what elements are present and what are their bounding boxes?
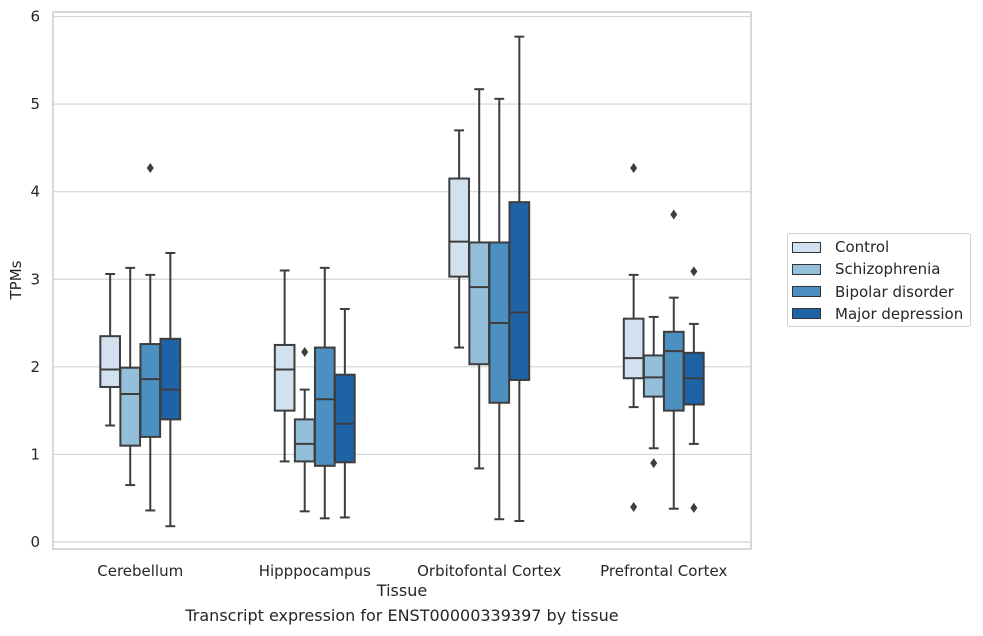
box-iqr [119, 366, 142, 447]
y-tick-label: 3 [30, 270, 40, 288]
box [139, 163, 162, 512]
box-iqr [508, 201, 531, 381]
legend-label: Control [835, 238, 890, 256]
x-tick-label: Orbitofontal Cortex [417, 562, 561, 580]
y-tick-label: 2 [30, 358, 40, 376]
outlier-point [650, 458, 658, 469]
legend-item: Bipolar disorder [792, 282, 954, 302]
box-iqr [448, 177, 470, 278]
box [159, 251, 182, 528]
outlier-point [301, 346, 309, 357]
legend: Control Schizophrenia Bipolar disorder Majo… [787, 233, 971, 327]
box-iqr [139, 343, 162, 438]
box [99, 272, 121, 427]
legend-item: Control [792, 237, 889, 257]
box [119, 266, 142, 487]
y-tick-label: 1 [30, 445, 40, 463]
y-tick-label: 5 [30, 95, 40, 113]
legend-swatch [792, 241, 821, 253]
box [273, 269, 296, 463]
y-tick-label: 0 [30, 533, 40, 551]
chart-caption: Transcript expression for ENST0000033939… [185, 606, 619, 625]
legend-swatch [792, 286, 821, 298]
box-iqr [273, 343, 296, 412]
box [508, 35, 531, 522]
legend-item: Major depression [792, 304, 963, 324]
box-iqr [642, 354, 665, 398]
box [683, 266, 705, 513]
y-axis-tick-labels: 0 1 2 3 4 5 6 [30, 8, 40, 552]
box [313, 266, 336, 520]
y-tick-label: 6 [30, 8, 40, 26]
box [448, 129, 470, 349]
outlier-point [630, 501, 638, 512]
box-iqr [662, 330, 685, 412]
outlier-point [670, 209, 678, 220]
box [662, 209, 685, 510]
box [468, 88, 491, 470]
plot-area-frame [52, 11, 752, 550]
boxes-layer [99, 35, 705, 528]
x-axis-tick-labels: Cerebellum Hipppocampus Orbitofontal Corte… [97, 562, 727, 580]
y-axis-label: TPMs [7, 260, 25, 300]
box [622, 163, 645, 512]
box-iqr [313, 346, 336, 467]
box-iqr [468, 241, 491, 366]
legend-label: Bipolar disorder [835, 282, 954, 301]
outlier-point [690, 266, 698, 277]
legend-item: Schizophrenia [792, 259, 940, 279]
legend-swatch [792, 263, 821, 275]
y-tick-label: 4 [30, 183, 40, 201]
box [334, 308, 356, 519]
x-tick-label: Cerebellum [97, 562, 183, 580]
gridlines [53, 15, 751, 543]
outlier-point [146, 163, 154, 174]
box-iqr [293, 418, 316, 463]
box-iqr [159, 337, 182, 421]
box-iqr [99, 335, 121, 388]
box-iqr [334, 373, 356, 464]
outlier-point [690, 502, 698, 513]
box [642, 315, 665, 469]
legend-swatch [792, 308, 821, 320]
x-tick-label: Hipppocampus [259, 562, 371, 580]
outlier-point [630, 163, 638, 174]
x-tick-label: Prefrontal Cortex [600, 562, 727, 580]
box [293, 346, 316, 513]
legend-label: Major depression [835, 304, 964, 323]
box-iqr [622, 317, 645, 380]
box [488, 97, 511, 521]
legend-label: Schizophrenia [835, 260, 941, 279]
x-axis-label: Tissue [376, 581, 427, 600]
